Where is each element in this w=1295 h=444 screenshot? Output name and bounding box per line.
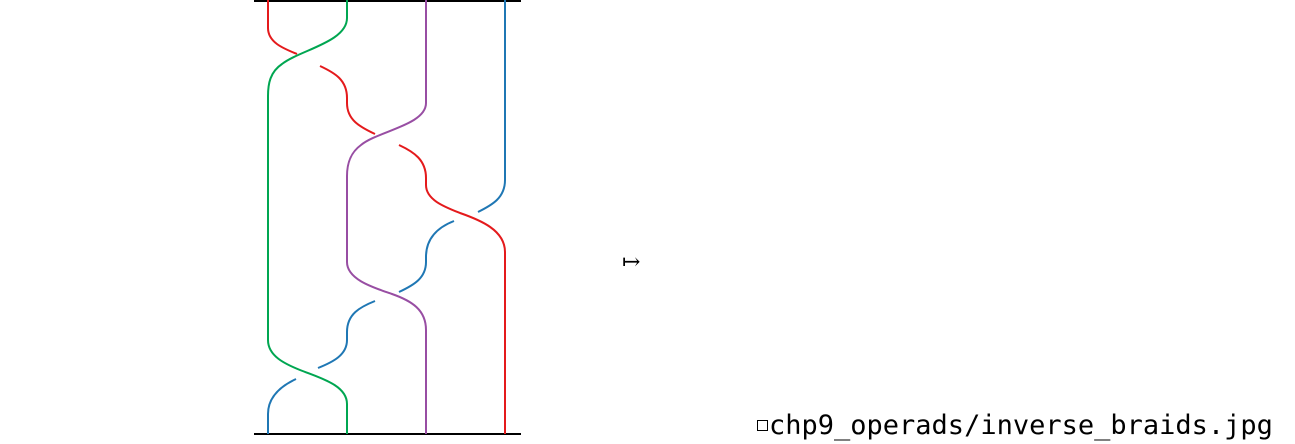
missing-image-placeholder: chp9_operads/inverse_braids.jpg — [757, 412, 1273, 439]
braid-strand-red — [267, 0, 506, 434]
braid-strand-blue — [267, 0, 506, 434]
maps-to-arrow: ↦ — [622, 250, 641, 275]
broken-image-icon — [757, 420, 768, 431]
braid-strand-green — [267, 0, 348, 434]
missing-image-path: chp9_operads/inverse_braids.jpg — [769, 410, 1273, 441]
braid-strand-purple — [346, 0, 427, 434]
